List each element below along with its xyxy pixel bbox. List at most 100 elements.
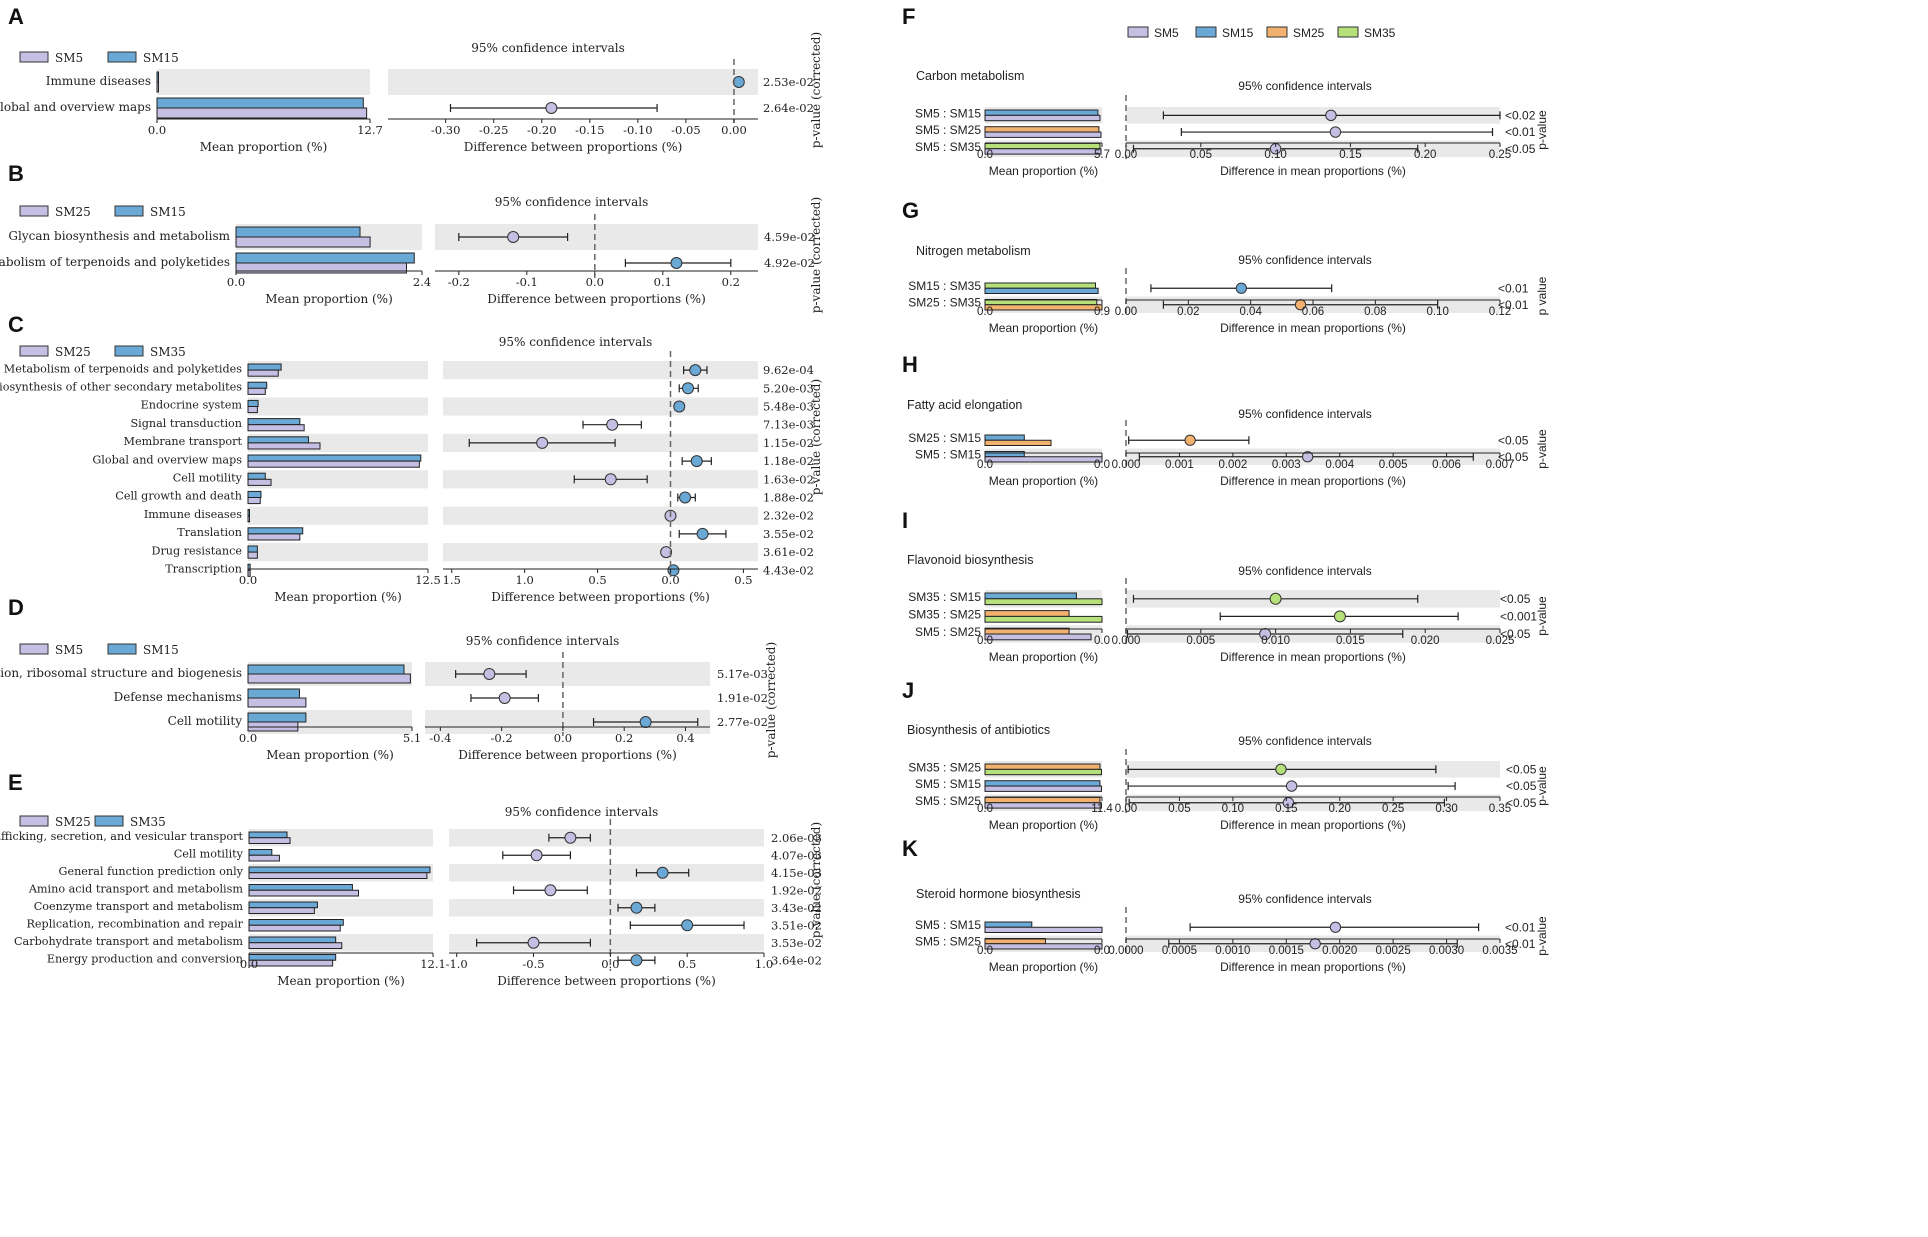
- bar-group1: [247, 442, 321, 450]
- panel-h: H Fatty acid elongation 95% confidence int…: [902, 352, 1549, 488]
- legend-swatch-sm25: [19, 345, 49, 357]
- diff-tick-label: 0.003: [1272, 459, 1301, 471]
- diff-x-label: Difference between proportions (%): [458, 748, 677, 762]
- bar-sm35: [984, 768, 1102, 776]
- panel-k: K Steroid hormone biosynthesis 95% confide…: [902, 836, 1549, 974]
- bar-tick-label: 0.0: [227, 275, 245, 289]
- bar-sm15: [984, 434, 1025, 441]
- diff-tick-label: 0.0025: [1376, 945, 1411, 957]
- row-label: Intracellular trafficking, secretion, an…: [0, 830, 243, 843]
- diff-tick-label: -0.15: [575, 123, 605, 137]
- row-label: General function prediction only: [59, 865, 244, 878]
- row-label: SM25 : SM35: [908, 296, 981, 310]
- row-band: [157, 69, 370, 95]
- p-value-label: <0.05: [1500, 592, 1531, 606]
- diff-tick-label: -1.0: [446, 957, 468, 971]
- diff-tick-label: 0.2: [722, 275, 740, 289]
- effect-point: [670, 257, 683, 269]
- bar-group1: [247, 406, 258, 414]
- diff-tick-label: 0.12: [1489, 306, 1511, 318]
- bar-sm25: [984, 763, 1101, 770]
- effect-point: [630, 901, 643, 914]
- bar-tick-label: 0.0: [1094, 459, 1110, 471]
- bar-tick-label: 5.1: [403, 731, 421, 745]
- diff-tick-label: 0.010: [1261, 635, 1290, 647]
- bar-group1: [248, 889, 359, 897]
- row-label: Coenzyme transport and metabolism: [34, 900, 244, 913]
- effect-point: [630, 954, 643, 967]
- bar-sm35: [984, 282, 1096, 289]
- row-label: Signal transduction: [130, 417, 242, 430]
- bar-tick-label: 0.0: [977, 149, 993, 161]
- bar-group2: [248, 919, 344, 926]
- bar-tick-label: 12.1: [420, 957, 446, 971]
- diff-tick-label: 0.0015: [1269, 945, 1304, 957]
- p-value-axis-label: p-value (corrected): [809, 822, 823, 938]
- diff-tick-label: 0.0030: [1429, 945, 1464, 957]
- bar-x-label: Mean proportion (%): [989, 321, 1098, 335]
- bar-group2: [235, 252, 415, 264]
- bar-x-label: Mean proportion (%): [989, 474, 1098, 488]
- diff-tick-label: 0.0: [601, 957, 619, 971]
- p-value-label: 4.15e-03: [771, 866, 822, 880]
- diff-tick-label: 0.006: [1432, 459, 1461, 471]
- diff-tick-label: 0.007: [1486, 459, 1515, 471]
- p-value-axis-label: p-value: [1535, 916, 1549, 956]
- bar-sm5: [984, 785, 1102, 792]
- p-value-label: <0.05: [1498, 450, 1529, 464]
- panel-subtitle: Nitrogen metabolism: [916, 244, 1031, 258]
- panel-letter-d: D: [8, 595, 24, 620]
- diff-tick-label: 0.15: [1275, 803, 1297, 815]
- row-label: Immune diseases: [144, 508, 242, 521]
- row-label: SM15 : SM35: [908, 279, 981, 293]
- panel-letter-g: G: [902, 198, 919, 223]
- panel-a: A SM5 SM15 95% confidence intervals Immune d…: [0, 4, 823, 154]
- p-value-label: 9.62e-04: [763, 363, 814, 377]
- row-band: [443, 361, 758, 380]
- diff-tick-label: 0.015: [1336, 635, 1365, 647]
- bar-x-label: Mean proportion (%): [989, 960, 1098, 974]
- bar-sm5: [984, 802, 1102, 809]
- bar-group2: [247, 545, 258, 553]
- bar-group1: [248, 959, 334, 967]
- diff-x-label: Difference between proportions (%): [464, 140, 683, 154]
- bar-group2: [247, 454, 422, 462]
- diff-tick-label: 0.0000: [1108, 945, 1143, 957]
- diff-tick-label: -0.10: [623, 123, 653, 137]
- panel-letter-f: F: [902, 4, 915, 29]
- row-label: Energy production and conversion: [47, 952, 243, 965]
- bar-tick-label: 12.7: [357, 123, 383, 137]
- bar-group1: [247, 533, 301, 541]
- p-value-label: 2.53e-02: [763, 75, 814, 89]
- row-label: SM5 : SM35: [915, 140, 981, 154]
- legend-swatch-sm5: [19, 643, 49, 655]
- p-value-label: <0.05: [1506, 762, 1537, 776]
- effect-point: [536, 436, 549, 449]
- bar-group2: [247, 527, 304, 535]
- panel-letter-b: B: [8, 161, 24, 186]
- row-band: [443, 397, 758, 416]
- bar-group2: [248, 901, 318, 909]
- row-label: Replication, recombination and repair: [26, 917, 243, 930]
- bar-tick-label: 0.0: [977, 945, 993, 957]
- diff-tick-label: -0.4: [429, 731, 451, 745]
- bar-group1: [247, 424, 305, 432]
- diff-tick-label: 0.0: [554, 731, 572, 745]
- row-label: Cell motility: [168, 714, 243, 728]
- effect-point: [1235, 282, 1247, 294]
- bar-group2: [247, 418, 301, 426]
- effect-point: [673, 400, 686, 413]
- row-band: [248, 397, 428, 416]
- diff-tick-label: 0.35: [1489, 803, 1511, 815]
- diff-x-label: Difference in mean proportions (%): [1220, 650, 1406, 664]
- legend-label-sm35: SM35: [130, 815, 166, 829]
- legend-swatch-sm25: [1266, 26, 1288, 38]
- diff-tick-label: -0.25: [479, 123, 509, 137]
- diff-x-label: Difference between proportions (%): [487, 292, 706, 306]
- p-value-label: 3.55e-02: [763, 527, 814, 541]
- row-label: Biosynthesis of other secondary metaboli…: [0, 380, 242, 393]
- bar-group2: [248, 884, 353, 891]
- bar-sm5: [984, 943, 1103, 950]
- diff-tick-label: 1.0: [755, 957, 773, 971]
